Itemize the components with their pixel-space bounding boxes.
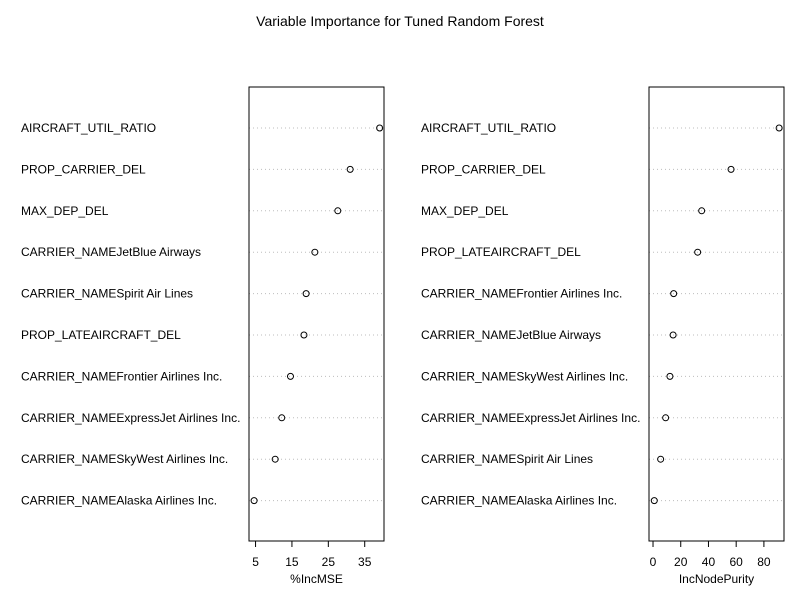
importance-point <box>657 455 665 463</box>
importance-point <box>271 455 279 463</box>
category-label: CARRIER_NAMESkyWest Airlines Inc. <box>21 452 228 466</box>
category-label: AIRCRAFT_UTIL_RATIO <box>421 121 556 135</box>
x-axis-label: IncNodePurity <box>679 572 754 586</box>
category-label: CARRIER_NAMESpirit Air Lines <box>21 287 193 301</box>
chart-title: Variable Importance for Tuned Random For… <box>256 13 544 29</box>
category-label: CARRIER_NAMEFrontier Airlines Inc. <box>21 369 222 383</box>
x-tick-label: 35 <box>358 555 372 569</box>
importance-point <box>670 290 678 298</box>
x-tick-label: 0 <box>650 555 657 569</box>
importance-point <box>666 372 674 380</box>
category-label: AIRCRAFT_UTIL_RATIO <box>21 121 156 135</box>
plot-frame <box>648 86 785 542</box>
x-tick-label: 80 <box>757 555 771 569</box>
category-label: CARRIER_NAMEAlaska Airlines Inc. <box>421 494 617 508</box>
importance-point <box>302 290 310 298</box>
importance-point <box>727 165 735 173</box>
x-tick-label: 60 <box>730 555 744 569</box>
x-axis-label: %IncMSE <box>290 572 343 586</box>
importance-point <box>250 497 258 505</box>
importance-point <box>694 248 702 256</box>
x-tick-label: 25 <box>322 555 336 569</box>
category-label: CARRIER_NAMEFrontier Airlines Inc. <box>421 287 622 301</box>
category-label: CARRIER_NAMEAlaska Airlines Inc. <box>21 494 217 508</box>
category-label: PROP_LATEAIRCRAFT_DEL <box>21 328 181 342</box>
inc-node-purity-panel: AIRCRAFT_UTIL_RATIO PROP_CARRIER_DEL MAX_D… <box>421 86 785 586</box>
category-label: CARRIER_NAMEExpressJet Airlines Inc. <box>421 411 640 425</box>
importance-point <box>278 414 286 422</box>
x-tick-label: 40 <box>702 555 716 569</box>
importance-point <box>376 124 384 132</box>
importance-point <box>300 331 308 339</box>
category-label: CARRIER_NAMEExpressJet Airlines Inc. <box>21 411 240 425</box>
category-label: PROP_LATEAIRCRAFT_DEL <box>421 245 581 259</box>
importance-point <box>698 207 706 215</box>
importance-point <box>775 124 783 132</box>
category-label: CARRIER_NAMESpirit Air Lines <box>421 452 593 466</box>
x-tick-label: 20 <box>674 555 688 569</box>
category-label: CARRIER_NAMEJetBlue Airways <box>421 328 601 342</box>
category-label: CARRIER_NAMESkyWest Airlines Inc. <box>421 369 628 383</box>
importance-point <box>286 372 294 380</box>
category-label: MAX_DEP_DEL <box>421 204 509 218</box>
importance-point <box>669 331 677 339</box>
importance-point <box>311 248 319 256</box>
importance-point <box>662 414 670 422</box>
category-label: CARRIER_NAMEJetBlue Airways <box>21 245 201 259</box>
category-label: PROP_CARRIER_DEL <box>421 162 546 176</box>
category-label: PROP_CARRIER_DEL <box>21 162 146 176</box>
category-label: MAX_DEP_DEL <box>21 204 109 218</box>
inc-mse-panel: AIRCRAFT_UTIL_RATIO PROP_CARRIER_DEL MAX_D… <box>21 86 385 586</box>
x-tick-label: 5 <box>252 555 259 569</box>
x-tick-label: 15 <box>285 555 299 569</box>
plot-frame <box>248 86 385 542</box>
importance-point <box>650 497 658 505</box>
importance-point <box>346 165 354 173</box>
importance-point <box>334 207 342 215</box>
